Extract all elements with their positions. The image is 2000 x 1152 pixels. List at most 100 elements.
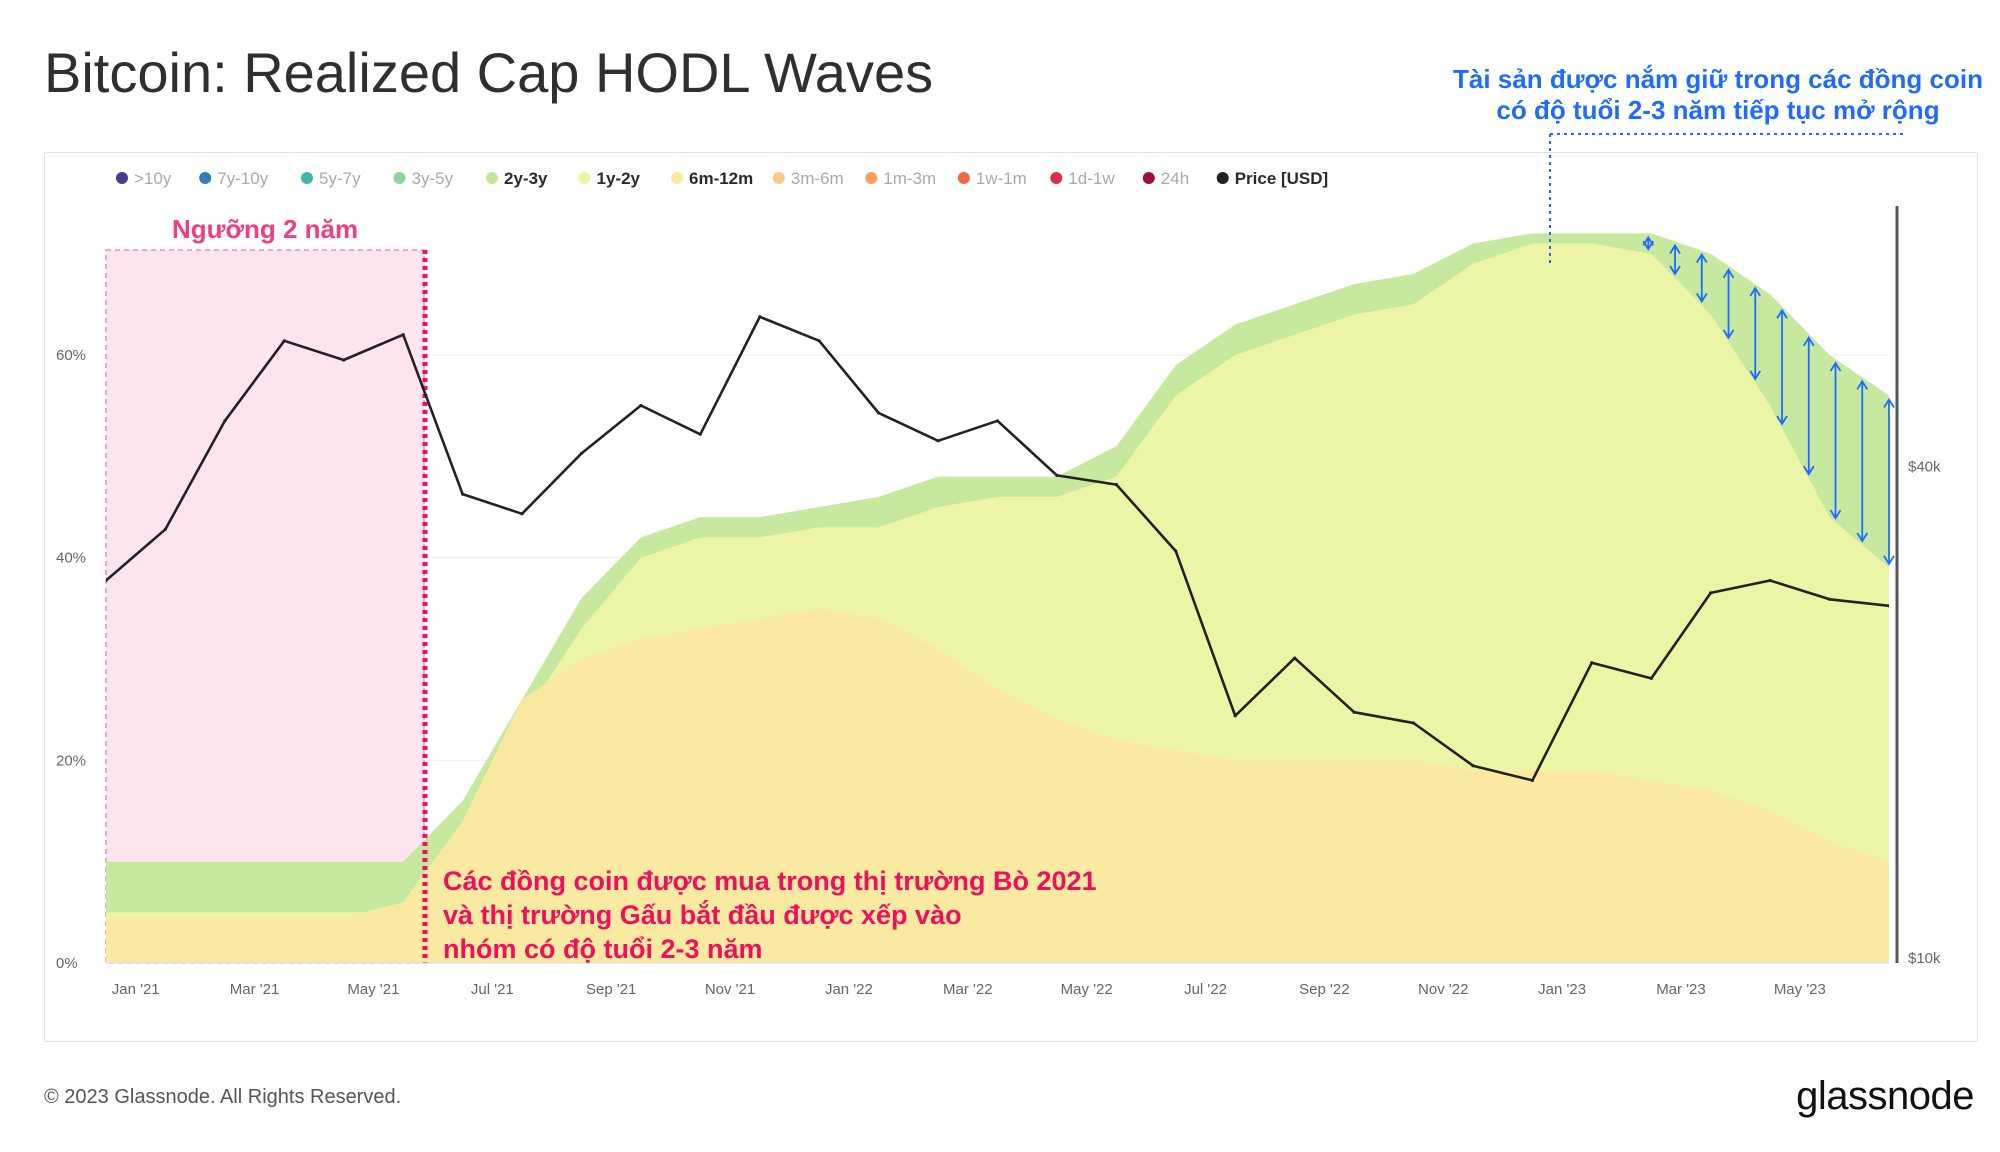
legend-item-11[interactable]: 24h	[1142, 169, 1189, 188]
chart-legend[interactable]: >10y 7y-10y 5y-7y 3y-5y 2y-3y 1y-2y 6m-12m 3m-6…	[116, 169, 1328, 188]
legend-item-2[interactable]: 5y-7y	[301, 169, 361, 188]
arrow-head-up	[1722, 268, 1735, 279]
price-point	[877, 411, 881, 415]
legend-label: 3y-5y	[412, 169, 454, 188]
legend-swatch	[772, 172, 785, 184]
price-point	[758, 315, 762, 319]
legend-item-8[interactable]: 1m-3m	[865, 169, 936, 188]
axis-ticks: 0% 20% 40% 60% $10k $40k Jan '21 Mar '21 May '21…	[56, 347, 1941, 998]
arrow-head-down	[1856, 532, 1869, 543]
price-point	[1411, 721, 1416, 725]
arrow-head-up	[1776, 308, 1788, 319]
x-tick: Jan '21	[112, 981, 160, 998]
copyright-text: © 2023 Glassnode. All Rights Reserved.	[44, 1086, 402, 1108]
price-point	[401, 333, 405, 337]
arrow-head-down	[1776, 415, 1788, 426]
legend-swatch	[865, 172, 878, 184]
arrow-head-down	[1669, 265, 1681, 276]
x-tick: Jan '22	[825, 981, 873, 998]
expansion-arrows	[1642, 235, 1895, 566]
price-point	[223, 419, 227, 423]
legend-label: Price [USD]	[1235, 169, 1329, 188]
price-point	[1471, 764, 1475, 768]
legend-label: 24h	[1161, 169, 1189, 188]
legend-label: >10y	[134, 169, 172, 188]
y-left-tick: 40%	[56, 550, 86, 567]
arrow-head-down	[1722, 329, 1735, 340]
x-tick: Nov '21	[705, 981, 755, 998]
price-point	[282, 339, 286, 343]
price-point	[579, 451, 584, 455]
bull-bear-note-line-3: nhóm có độ tuổi 2-3 năm	[443, 934, 763, 964]
legend-swatch	[957, 172, 970, 184]
price-point	[1233, 714, 1237, 718]
legend-swatch	[1142, 172, 1155, 184]
legend-item-7[interactable]: 3m-6m	[772, 169, 844, 188]
legend-item-9[interactable]: 1w-1m	[957, 169, 1027, 188]
legend-item-5[interactable]: 1y-2y	[578, 169, 641, 188]
legend-swatch	[1216, 172, 1229, 184]
x-tick: May '22	[1061, 981, 1113, 998]
legend-item-4[interactable]: 2y-3y	[486, 169, 548, 188]
price-point	[1530, 778, 1534, 783]
price-point	[1352, 710, 1356, 714]
legend-item-10[interactable]: 1d-1w	[1050, 169, 1115, 188]
legend-swatch	[393, 172, 406, 184]
price-point	[1114, 483, 1118, 487]
arrow-head-down	[1749, 370, 1762, 381]
age-band-areas	[106, 233, 1889, 963]
bull-bear-note: Các đồng coin được mua trong thị trường …	[443, 864, 1097, 966]
legend-label: 6m-12m	[689, 169, 753, 188]
legend-label: 1y-2y	[597, 169, 641, 188]
legend-swatch	[486, 172, 498, 184]
price-point	[106, 578, 108, 583]
chart-panel	[44, 152, 1978, 1042]
price-point	[639, 403, 643, 408]
legend-item-6[interactable]: 6m-12m	[671, 169, 753, 188]
price-point	[1649, 676, 1653, 681]
arrow-head-up	[1829, 361, 1842, 372]
legend-item-3[interactable]: 3y-5y	[393, 169, 454, 188]
x-tick: Jan '23	[1538, 981, 1586, 998]
arrow-head-up	[1669, 243, 1681, 254]
legend-label: 7y-10y	[217, 169, 269, 188]
x-tick: Sep '22	[1299, 981, 1349, 998]
legend-label: 5y-7y	[319, 169, 361, 188]
arrow-head-down	[1883, 555, 1895, 566]
legend-label: 1w-1m	[976, 169, 1027, 188]
price-point	[1828, 597, 1832, 601]
x-tick: Jul '21	[471, 981, 514, 998]
holdings-note-line-1: Tài sản được nắm giữ trong các đồng coin	[1453, 64, 1983, 94]
legend-label: 1d-1w	[1068, 169, 1115, 188]
legend-swatch	[116, 172, 128, 184]
arrow-head-up	[1883, 397, 1895, 409]
price-point	[342, 358, 346, 362]
price-point	[461, 492, 465, 496]
legend-label: 2y-3y	[504, 169, 548, 188]
y-left-tick: 20%	[56, 752, 86, 769]
legend-item-1[interactable]: 7y-10y	[199, 169, 269, 188]
arrow-head-down	[1829, 509, 1842, 520]
price-point	[817, 339, 821, 343]
arrow-head-up	[1696, 252, 1708, 264]
page-title: Bitcoin: Realized Cap HODL Waves	[44, 41, 934, 104]
legend-swatch	[578, 172, 591, 184]
arrow-head-down	[1642, 240, 1655, 251]
legend-item-12[interactable]: Price [USD]	[1216, 169, 1329, 188]
x-tick: Sep '21	[586, 981, 636, 998]
y-left-tick: 60%	[56, 347, 86, 364]
area-6m-12m	[106, 608, 1889, 963]
legend-swatch	[1050, 172, 1063, 184]
holdings-note: Tài sản được nắm giữ trong các đồng coin…	[1440, 64, 1996, 126]
price-point	[995, 419, 1000, 423]
price-point	[1174, 549, 1178, 553]
x-tick: Mar '22	[943, 981, 993, 998]
price-point	[1709, 591, 1713, 595]
y-right-tick: $40k	[1908, 458, 1941, 475]
price-point	[520, 512, 524, 516]
glassnode-logo: glassnode	[1796, 1074, 1974, 1118]
legend-item-0[interactable]: >10y	[116, 169, 172, 188]
price-point	[1887, 604, 1889, 608]
legend-label: 3m-6m	[791, 169, 844, 188]
y-right-tick: $10k	[1908, 950, 1941, 967]
